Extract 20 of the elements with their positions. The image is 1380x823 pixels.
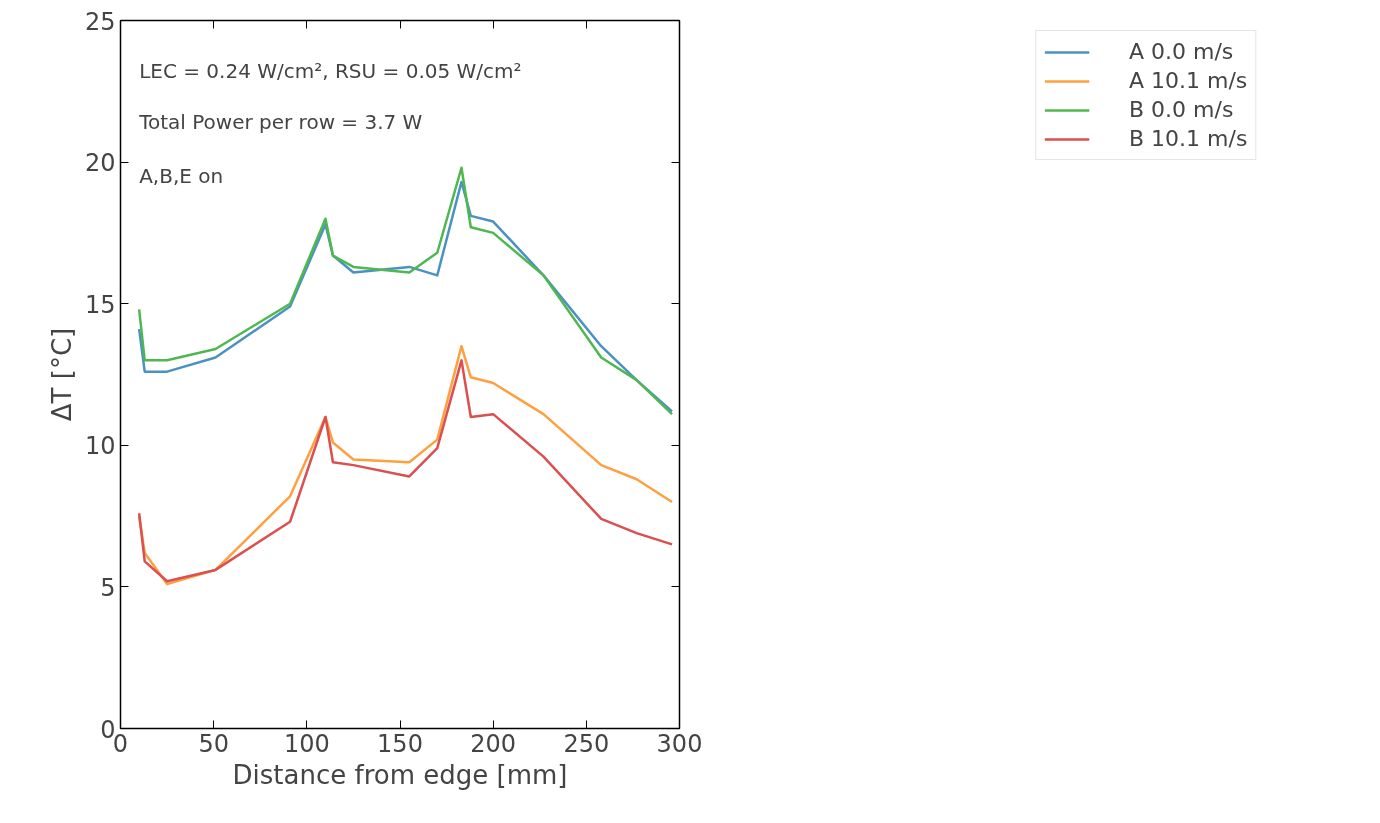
y-axis-title: ΔT [°C] <box>46 327 77 422</box>
x-axis-title: Distance from edge [mm] <box>232 759 568 790</box>
legend-label: B 10.1 m/s <box>1128 126 1248 151</box>
legend-label: B 0.0 m/s <box>1128 97 1234 122</box>
annotation: A,B,E on <box>139 164 224 189</box>
x-tick-label: 100 <box>283 729 330 758</box>
y-tick-label: 15 <box>84 290 116 319</box>
legend-label: A 0.0 m/s <box>1128 39 1234 64</box>
annotation: Total Power per row = 3.7 W <box>138 110 423 135</box>
y-tick-label: 5 <box>100 573 116 602</box>
annotation: LEC = 0.24 W/cm², RSU = 0.05 W/cm² <box>139 59 522 84</box>
y-tick-label: 25 <box>84 7 116 36</box>
x-tick-label: 200 <box>470 729 517 758</box>
x-tick-label: 150 <box>377 729 423 758</box>
x-tick-label: 250 <box>563 729 610 758</box>
y-tick-label: 10 <box>84 432 116 461</box>
y-tick-label: 20 <box>84 149 116 178</box>
x-tick-label: 300 <box>656 729 703 758</box>
x-tick-label: 50 <box>198 729 229 758</box>
legend-label: A 10.1 m/s <box>1128 68 1248 93</box>
